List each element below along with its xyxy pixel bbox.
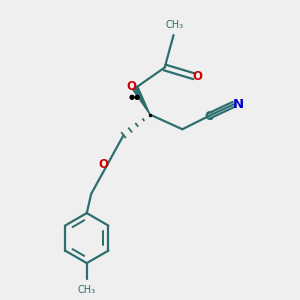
Text: CH₃: CH₃ (78, 285, 96, 295)
Text: O: O (99, 158, 109, 171)
Text: O: O (127, 80, 137, 93)
Polygon shape (133, 87, 150, 115)
Text: C: C (205, 110, 213, 122)
Text: ●●: ●● (129, 94, 141, 100)
Text: CH₃: CH₃ (166, 20, 184, 30)
Text: N: N (233, 98, 244, 111)
Text: O: O (193, 70, 203, 83)
